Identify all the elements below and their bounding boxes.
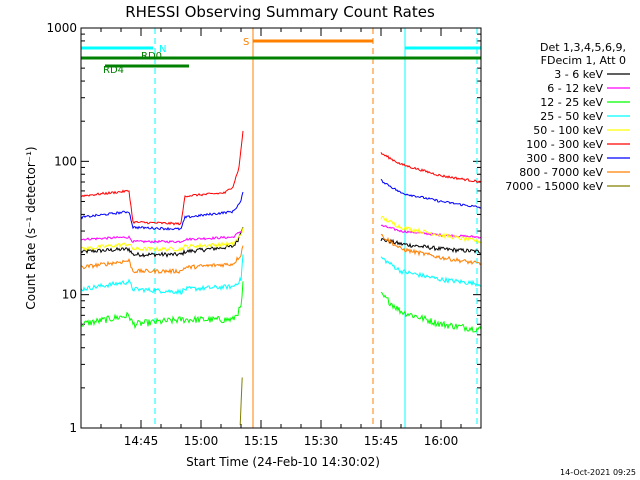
flag-label-rd4: RD4	[103, 65, 124, 76]
series-line	[380, 233, 482, 266]
series-line	[380, 224, 482, 239]
axes: 1 10 100 1000 14:45 15:00 15:15 15:30 15:45 16:00	[46, 21, 482, 448]
x-tick-label: 15:30	[304, 434, 339, 448]
flag-label-n: N	[159, 44, 166, 55]
series-line	[80, 254, 244, 296]
series-line	[80, 281, 244, 330]
x-tick-label: 14:45	[124, 434, 159, 448]
series-line	[80, 130, 244, 226]
x-tick-label: 16:00	[424, 434, 459, 448]
series-line	[380, 291, 482, 333]
legend-entry-label: 50 - 100 keV	[533, 124, 603, 137]
y-tick-label: 10	[62, 288, 77, 302]
legend-entry-label: 3 - 6 keV	[554, 68, 603, 81]
y-tick-label: 100	[54, 154, 77, 168]
series-line	[80, 229, 244, 244]
timestamp: 14-Oct-2021 09:25	[560, 468, 636, 477]
series-line	[380, 237, 482, 254]
legend-entry-label: 300 - 800 keV	[526, 152, 603, 165]
series-line	[80, 227, 244, 253]
x-tick-label: 15:00	[184, 434, 219, 448]
y-tick-label: 1000	[46, 21, 77, 35]
legend-header: FDecim 1, Att 0	[541, 54, 626, 67]
series-line	[80, 245, 244, 275]
legend-entry-label: 100 - 300 keV	[526, 138, 603, 151]
series-line	[380, 152, 482, 183]
y-tick-label: 1	[69, 421, 77, 435]
legend-entry-label: 25 - 50 keV	[540, 110, 603, 123]
flag-label-s: S	[243, 37, 249, 48]
x-tick-label: 15:45	[364, 434, 399, 448]
series-line	[380, 215, 482, 244]
x-tick-label: 15:15	[244, 434, 279, 448]
legend: Det 1,3,4,5,6,9,FDecim 1, Att 03 - 6 keV…	[505, 41, 630, 193]
legend-entry-label: 800 - 7000 keV	[519, 166, 603, 179]
chart-title: RHESSI Observing Summary Count Rates	[125, 3, 435, 21]
y-axis-label: Count Rate (s⁻¹ detector⁻¹)	[24, 146, 38, 309]
series-line	[380, 256, 482, 288]
flag-label-rd0: RD0	[141, 51, 162, 62]
series-line	[380, 178, 482, 209]
legend-entry-label: 12 - 25 keV	[540, 96, 603, 109]
series-line	[80, 226, 244, 258]
legend-entry-label: 7000 - 15000 keV	[505, 180, 603, 193]
legend-header: Det 1,3,4,5,6,9,	[540, 41, 626, 54]
series-line	[239, 377, 243, 426]
legend-entry-label: 6 - 12 keV	[547, 82, 603, 95]
data-series	[80, 130, 482, 426]
x-axis-label: Start Time (24-Feb-10 14:30:02)	[186, 455, 380, 469]
plot-frame	[80, 27, 482, 429]
series-line	[80, 191, 244, 231]
